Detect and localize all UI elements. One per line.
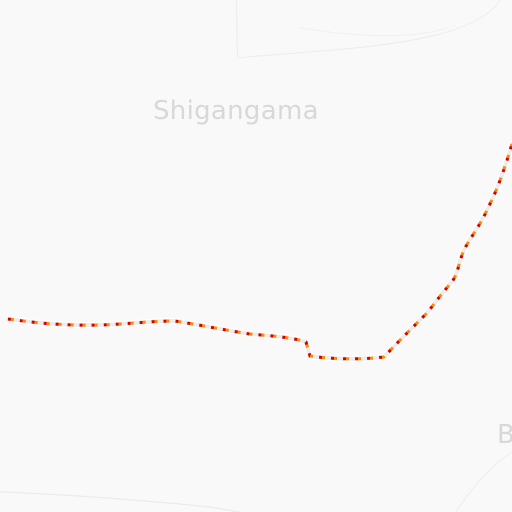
route-line-dash-orange[interactable] [7,143,512,361]
place-label-shigangama: Shigangama [153,96,319,126]
road-bottom-right [455,451,512,512]
boundary-line-top [235,0,501,59]
boundary-line-bottom [0,491,241,512]
place-label-edge: B [497,420,512,450]
boundary-line-top-inner [299,27,449,37]
route-line-dash-red[interactable] [7,143,512,361]
